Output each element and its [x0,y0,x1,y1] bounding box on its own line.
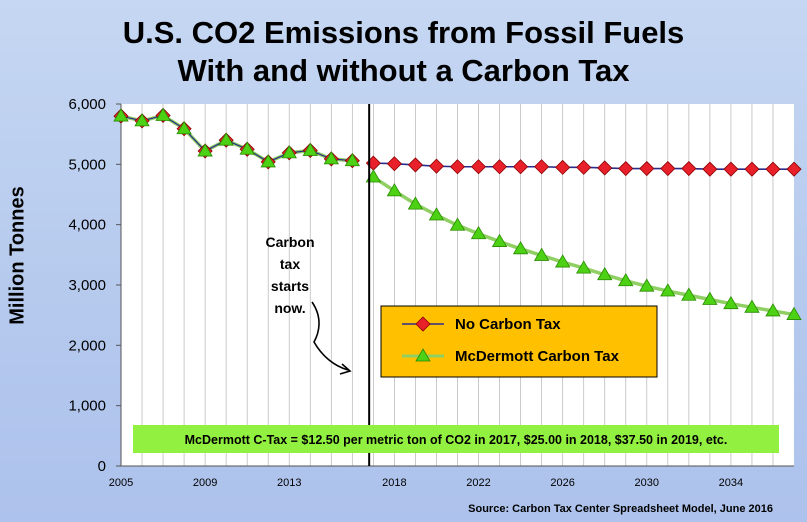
legend-box [380,305,658,378]
point-mcdermott-carbon-tax [407,196,424,210]
point-historical-triangle [344,152,361,167]
x-tick-label: 2005 [109,477,133,489]
chart-title: U.S. CO2 Emissions from Fossil Fuels Wit… [0,14,807,90]
point-no-carbon-tax [449,159,466,175]
legend-marker-tax [415,348,431,362]
note-text: McDermott C-Tax = $12.50 per metric ton … [185,433,728,447]
point-no-carbon-tax [470,159,487,175]
x-tick-label: 2013 [277,477,301,489]
y-tick-label: 0 [98,458,106,475]
point-mcdermott-carbon-tax [702,291,718,305]
point-mcdermott-carbon-tax [597,266,613,281]
point-historical-triangle [134,113,150,127]
point-mcdermott-carbon-tax [575,260,592,274]
chart-title-line2: With and without a Carbon Tax [177,53,630,88]
point-no-carbon-tax [597,160,613,176]
x-tick-label: 2034 [719,477,743,489]
point-no-carbon-tax [702,161,718,177]
annotation-carbon-tax-starts: Carbon tax starts now. [266,234,352,375]
point-mcdermott-carbon-tax [428,207,445,221]
annotation-line-3: starts [271,278,309,294]
point-no-carbon-tax [660,160,676,177]
note-background [133,425,779,453]
x-tick-label: 2030 [635,477,659,489]
point-no-carbon-tax [428,158,445,174]
annotation-line-2: tax [280,256,300,272]
y-tick-labels: 0 1,000 2,000 3,000 4,000 5,000 6,000 [68,96,106,475]
annotation-line-4: now. [274,300,305,316]
point-mcdermott-carbon-tax [660,283,676,297]
point-no-carbon-tax [786,161,802,177]
point-mcdermott-carbon-tax [470,225,487,240]
point-historical-triangle [239,141,255,155]
annotation-line-1: Carbon [266,234,315,250]
point-mcdermott-carbon-tax [744,299,760,313]
point-historical-triangle [218,132,234,146]
y-tick-label: 3,000 [68,277,106,294]
y-tick-label: 1,000 [68,398,106,415]
point-mcdermott-carbon-tax [491,233,508,247]
legend: No Carbon Tax McDermott Carbon Tax [380,305,658,378]
note-box: McDermott C-Tax = $12.50 per metric ton … [133,425,779,453]
point-mcdermott-carbon-tax [512,241,529,255]
point-historical-triangle [281,145,297,159]
point-no-carbon-tax [513,159,529,175]
point-no-carbon-tax [407,157,424,173]
point-no-carbon-tax [744,161,760,177]
point-no-carbon-tax [576,159,592,175]
point-historical-triangle [113,108,129,122]
y-tick-label: 5,000 [68,156,106,173]
point-mcdermott-carbon-tax [386,183,403,197]
point-historical-triangle [302,142,318,156]
point-historical-triangle [197,143,213,157]
point-no-carbon-tax [534,159,550,175]
point-mcdermott-carbon-tax [639,278,655,292]
annotation-arrowhead [339,363,352,375]
point-no-carbon-tax [681,160,697,177]
x-tick-label: 2009 [193,477,217,489]
point-no-carbon-tax [618,160,634,177]
annotation-arrow [311,301,349,371]
point-mcdermott-carbon-tax [786,306,802,320]
vertical-gridlines [141,104,774,466]
y-tick-label: 2,000 [68,337,106,354]
point-no-carbon-tax [491,159,508,175]
series-markers [113,107,802,320]
point-mcdermott-carbon-tax [618,272,634,287]
point-mcdermott-carbon-tax [681,287,697,301]
point-no-carbon-tax [765,161,781,177]
legend-label-tax: McDermott Carbon Tax [455,348,620,365]
point-mcdermott-carbon-tax [449,217,466,231]
legend-marker-no-tax [415,316,431,332]
point-historical-triangle [260,154,276,168]
source-note: Source: Carbon Tax Center Spreadsheet Mo… [468,503,773,515]
x-tick-labels: 2005 2009 2013 2018 2022 2026 2030 2034 [109,477,743,489]
legend-label-no-tax: No Carbon Tax [455,316,561,333]
x-tick-label: 2026 [550,477,574,489]
point-no-carbon-tax [723,161,739,177]
x-tick-label: 2018 [382,477,406,489]
point-historical-triangle [155,107,171,121]
point-mcdermott-carbon-tax [554,254,571,268]
point-no-carbon-tax [639,160,655,177]
y-tick-label: 4,000 [68,217,106,234]
point-historical-triangle [323,151,340,165]
chart-axes [116,103,794,467]
chart-title-line1: U.S. CO2 Emissions from Fossil Fuels [122,15,685,50]
point-mcdermott-carbon-tax [765,303,781,317]
point-no-carbon-tax [386,156,402,172]
x-tick-label: 2022 [466,477,490,489]
point-no-carbon-tax [555,159,571,175]
point-historical-triangle [176,120,192,135]
y-tick-label: 6,000 [68,96,106,113]
point-mcdermott-carbon-tax [533,247,550,261]
point-mcdermott-carbon-tax [723,295,739,310]
